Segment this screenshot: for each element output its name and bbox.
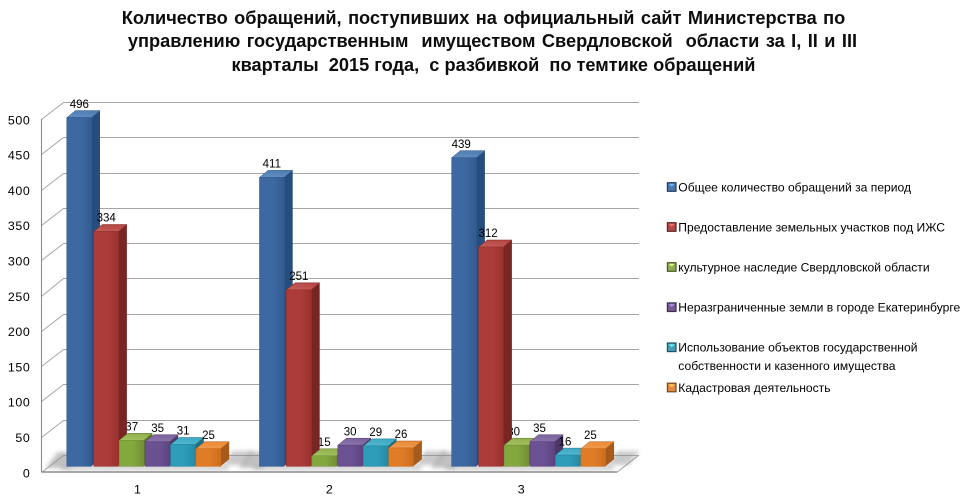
svg-text:35: 35 <box>151 423 164 435</box>
svg-text:37: 37 <box>125 422 138 434</box>
svg-text:культурное наследие Свердловск: культурное наследие Свердловской области <box>678 260 929 274</box>
svg-text:250: 250 <box>8 290 30 304</box>
svg-text:439: 439 <box>452 139 471 151</box>
svg-text:496: 496 <box>70 99 89 111</box>
svg-text:500: 500 <box>8 113 30 127</box>
svg-text:Неразграниченные земли в город: Неразграниченные земли в городе Екатерин… <box>678 301 960 315</box>
svg-text:3: 3 <box>518 483 525 497</box>
svg-text:Использование объектов государ: Использование объектов государственной <box>678 341 917 355</box>
svg-text:Общее количество обращений за: Общее количество обращений за период <box>678 180 911 194</box>
svg-text:16: 16 <box>559 436 572 448</box>
svg-text:Предоставление земельных участ: Предоставление земельных участков под ИЖ… <box>678 220 945 234</box>
svg-text:450: 450 <box>8 149 30 163</box>
svg-text:334: 334 <box>97 213 117 225</box>
svg-text:312: 312 <box>479 228 498 240</box>
svg-text:31: 31 <box>177 426 190 438</box>
svg-text:собственности и казенного имущ: собственности и казенного имущества <box>678 359 895 373</box>
svg-text:200: 200 <box>8 325 30 339</box>
svg-text:2: 2 <box>326 483 333 497</box>
svg-text:300: 300 <box>8 255 30 269</box>
svg-text:400: 400 <box>8 184 30 198</box>
svg-text:25: 25 <box>202 430 215 442</box>
svg-text:0: 0 <box>23 466 31 480</box>
svg-text:350: 350 <box>8 219 30 233</box>
svg-text:411: 411 <box>263 159 281 171</box>
svg-text:251: 251 <box>289 271 308 283</box>
svg-text:Кадастровая деятельность: Кадастровая деятельность <box>678 381 830 395</box>
svg-text:25: 25 <box>584 430 597 442</box>
svg-text:150: 150 <box>8 360 30 374</box>
svg-text:35: 35 <box>533 423 546 435</box>
svg-text:26: 26 <box>395 429 408 441</box>
svg-text:100: 100 <box>8 396 30 410</box>
svg-text:30: 30 <box>344 426 357 438</box>
svg-text:29: 29 <box>369 427 382 439</box>
svg-text:50: 50 <box>15 431 30 445</box>
svg-text:1: 1 <box>134 483 141 497</box>
svg-text:15: 15 <box>318 437 331 449</box>
